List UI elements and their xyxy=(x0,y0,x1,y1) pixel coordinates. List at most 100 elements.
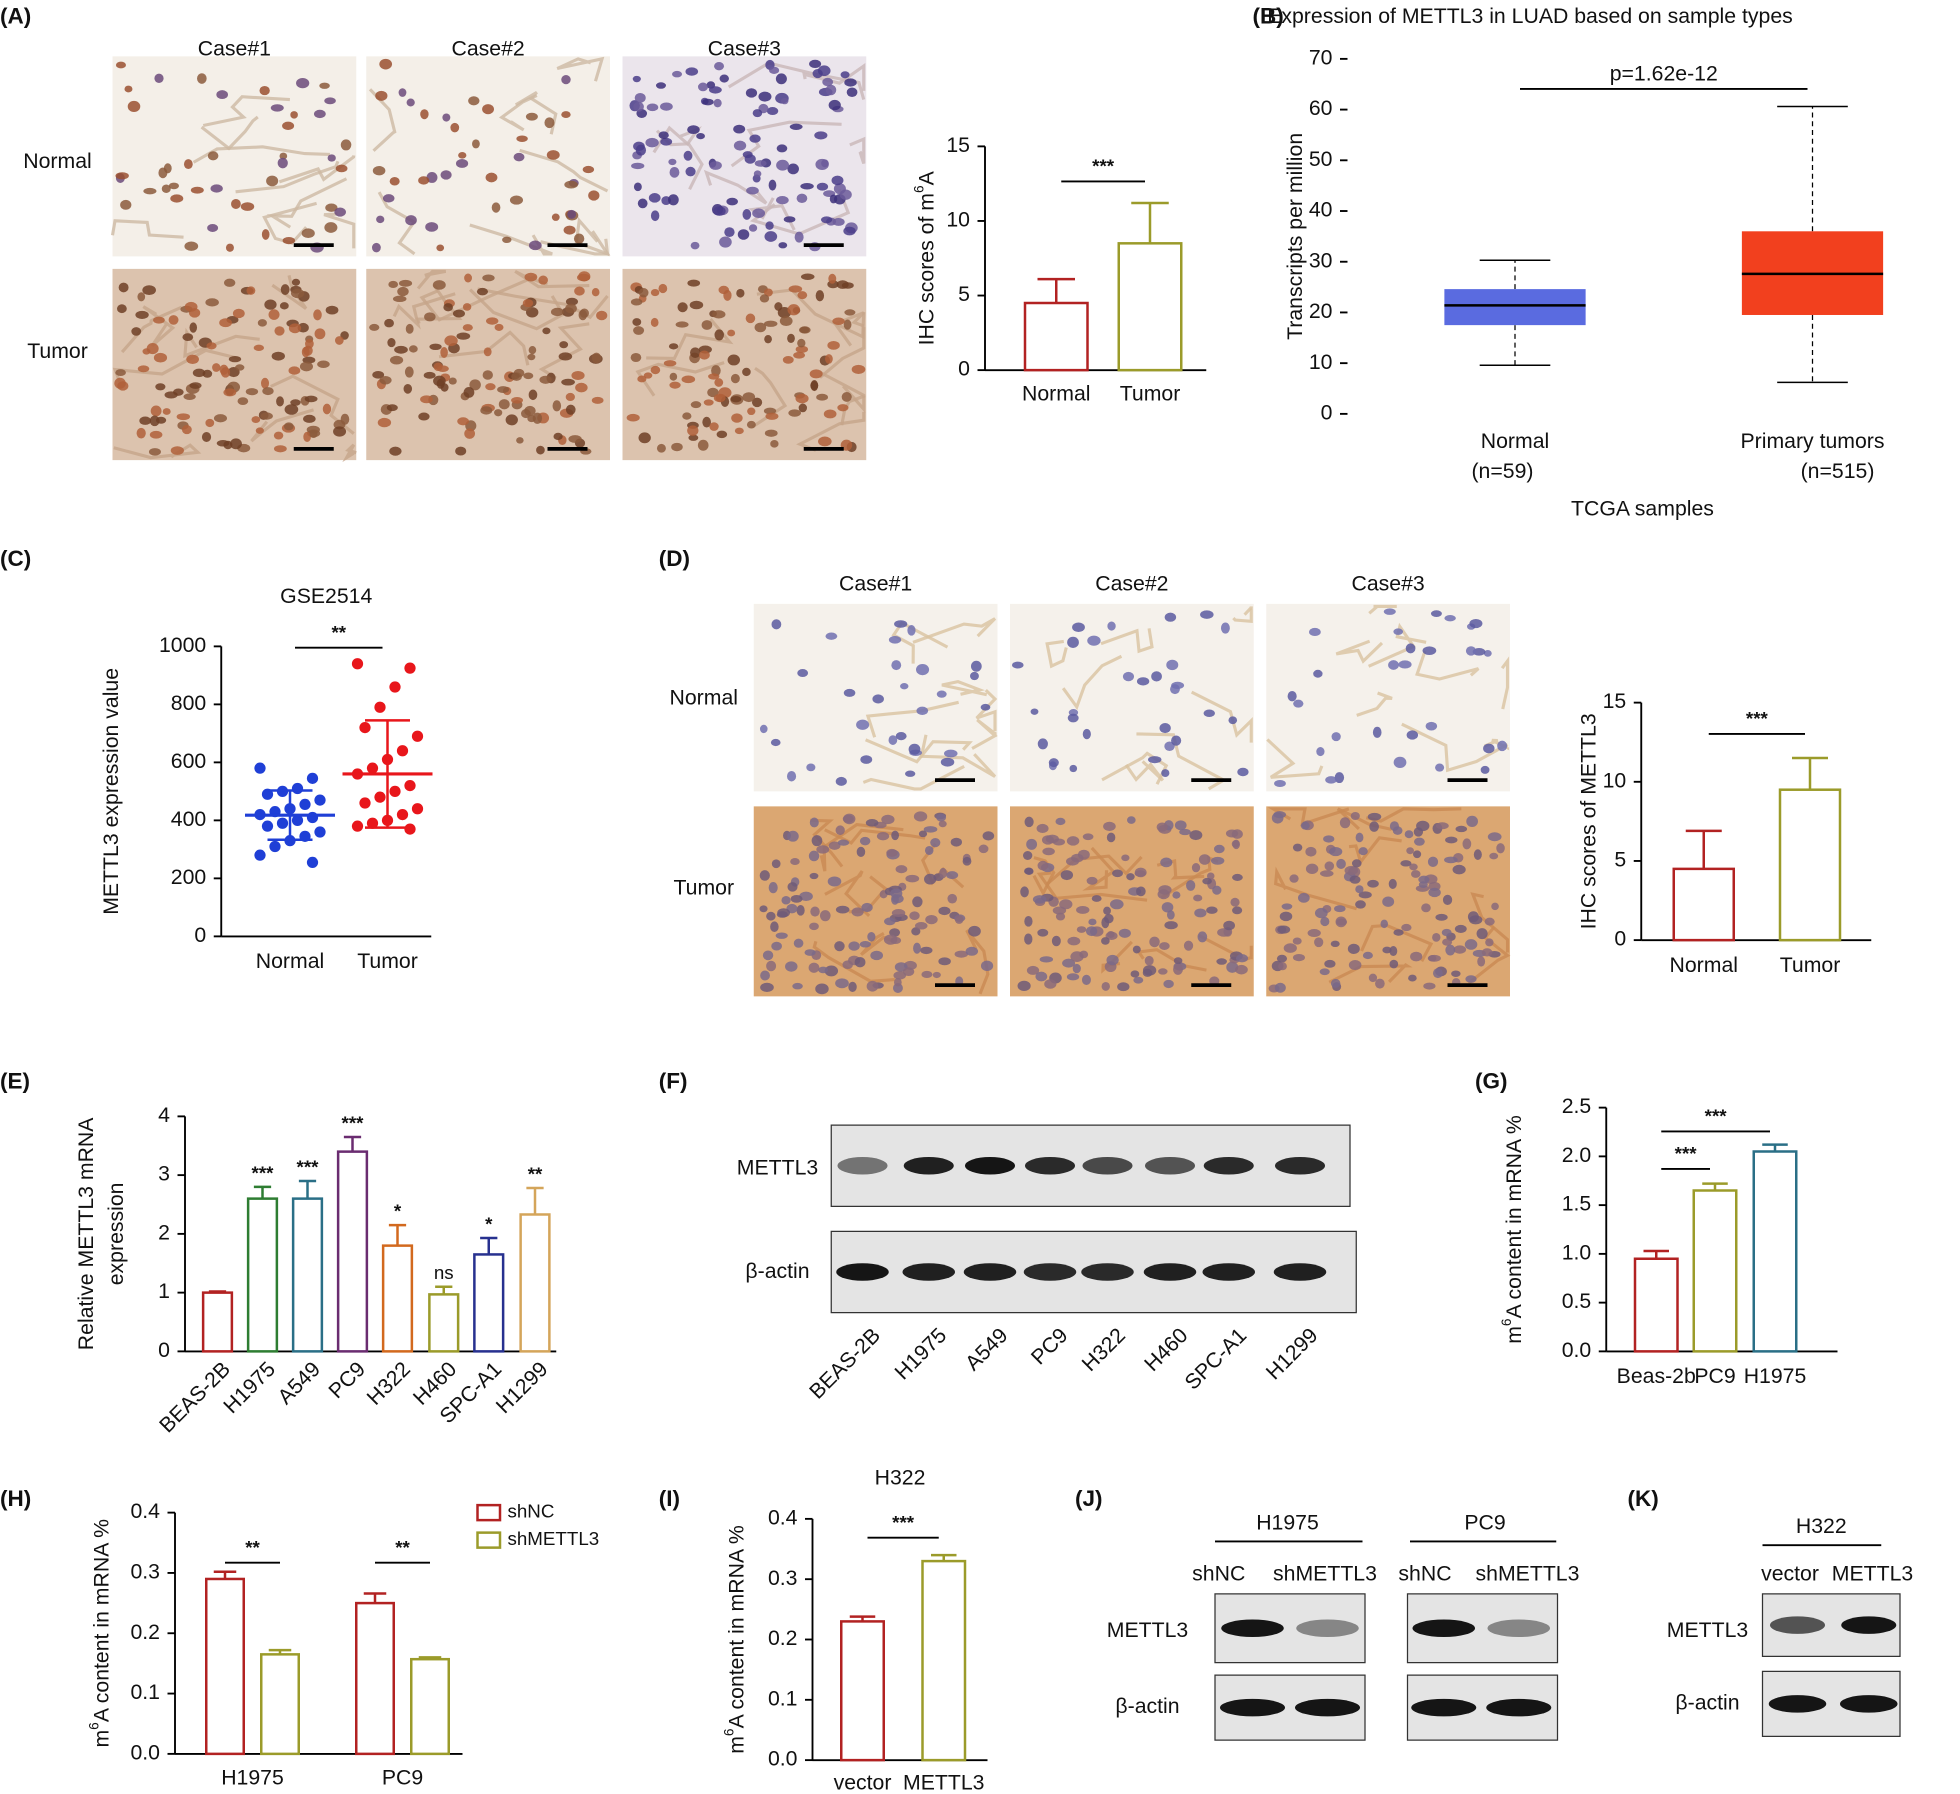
nucleus xyxy=(736,288,745,298)
y-tick-label: 0.0 xyxy=(1562,1338,1592,1362)
nucleus xyxy=(660,102,673,111)
nucleus xyxy=(968,925,981,937)
nucleus xyxy=(424,312,436,322)
nucleus xyxy=(142,285,156,296)
nucleus xyxy=(146,343,159,355)
nucleus xyxy=(778,242,788,249)
bar xyxy=(519,1213,551,1353)
y-tick-label: 5 xyxy=(958,282,970,306)
y-tick-label: 0 xyxy=(158,1338,170,1362)
tissue-strand xyxy=(965,929,990,995)
bar xyxy=(1633,1257,1679,1353)
nucleus xyxy=(1351,859,1362,868)
nucleus xyxy=(574,286,585,296)
nucleus xyxy=(369,323,380,331)
nucleus xyxy=(253,344,265,351)
nucleus xyxy=(1464,939,1478,950)
y-tick-label: 30 xyxy=(1309,248,1333,272)
label-part: m xyxy=(89,1730,113,1748)
tissue-strand xyxy=(819,371,866,414)
nucleus xyxy=(660,137,673,146)
tissue-strand xyxy=(1335,639,1384,664)
tissue-strand xyxy=(748,197,796,231)
blot-band xyxy=(1770,1616,1825,1634)
tissue-strand xyxy=(235,160,340,194)
nucleus xyxy=(841,392,852,402)
blot-row-label: β-actin xyxy=(745,1259,809,1283)
panel-label: (E) xyxy=(0,1069,30,1094)
nucleus xyxy=(1236,954,1249,963)
nucleus xyxy=(876,832,890,841)
nucleus xyxy=(817,65,831,77)
nucleus xyxy=(1026,838,1038,850)
nucleus xyxy=(1232,906,1243,915)
nucleus xyxy=(1017,980,1031,991)
nucleus xyxy=(389,355,404,365)
blot-band xyxy=(1145,1157,1195,1175)
nucleus xyxy=(1292,953,1305,962)
nucleus xyxy=(205,418,215,428)
point xyxy=(291,782,304,795)
nucleus xyxy=(713,98,722,108)
nucleus xyxy=(1445,836,1458,844)
y-tick-label: 10 xyxy=(946,208,970,232)
nucleus xyxy=(1012,661,1024,669)
nucleus xyxy=(1466,815,1478,827)
nucleus xyxy=(776,159,790,171)
nucleus xyxy=(940,757,955,767)
nucleus xyxy=(835,978,849,989)
nucleus xyxy=(685,166,696,177)
y-tick-label: 2.0 xyxy=(1562,1143,1592,1167)
tissue-strand xyxy=(556,56,605,82)
nucleus xyxy=(716,430,728,439)
nucleus xyxy=(689,300,704,310)
point xyxy=(359,721,371,734)
y-tick-label: 15 xyxy=(1603,689,1627,713)
nucleus xyxy=(1148,756,1162,764)
nucleus xyxy=(633,101,644,112)
nucleus xyxy=(1044,979,1057,989)
y-tick-label: 15 xyxy=(946,133,970,157)
y-axis-label: Relative METTL3 mRNA xyxy=(74,1117,98,1350)
lane-label: vector xyxy=(1761,1562,1819,1586)
nucleus xyxy=(797,291,808,300)
nucleus xyxy=(635,144,647,156)
nucleus xyxy=(1428,954,1437,962)
nucleus xyxy=(1455,825,1468,833)
nucleus xyxy=(463,387,475,398)
nucleus xyxy=(1206,872,1215,880)
nucleus xyxy=(798,403,808,413)
nucleus xyxy=(1072,622,1085,632)
nucleus xyxy=(1213,844,1225,854)
nucleus xyxy=(423,371,436,379)
bar xyxy=(201,1291,234,1353)
nucleus xyxy=(970,660,982,672)
nucleus xyxy=(909,911,920,921)
nucleus xyxy=(1367,812,1382,821)
blot-band xyxy=(1275,1157,1325,1175)
box xyxy=(1444,289,1586,326)
nucleus xyxy=(273,431,284,440)
nucleus xyxy=(135,310,149,319)
nucleus xyxy=(888,635,902,644)
nucleus xyxy=(1179,828,1191,836)
nucleus xyxy=(117,381,129,391)
nucleus xyxy=(464,273,473,283)
nucleus xyxy=(1130,970,1140,978)
nucleus xyxy=(1158,968,1168,975)
tissue-strand xyxy=(200,115,259,151)
nucleus xyxy=(1473,849,1482,860)
nucleus xyxy=(1278,962,1287,971)
nucleus xyxy=(745,88,758,98)
nucleus xyxy=(843,226,856,236)
nucleus xyxy=(255,427,264,434)
nucleus xyxy=(317,360,330,368)
point xyxy=(291,814,304,826)
blot-band xyxy=(1487,1619,1550,1637)
tissue-strand xyxy=(271,275,308,310)
blot-band xyxy=(1768,1695,1827,1713)
nucleus xyxy=(1389,959,1399,969)
nucleus xyxy=(260,412,273,420)
nucleus xyxy=(1336,858,1346,869)
nucleus xyxy=(149,415,160,427)
